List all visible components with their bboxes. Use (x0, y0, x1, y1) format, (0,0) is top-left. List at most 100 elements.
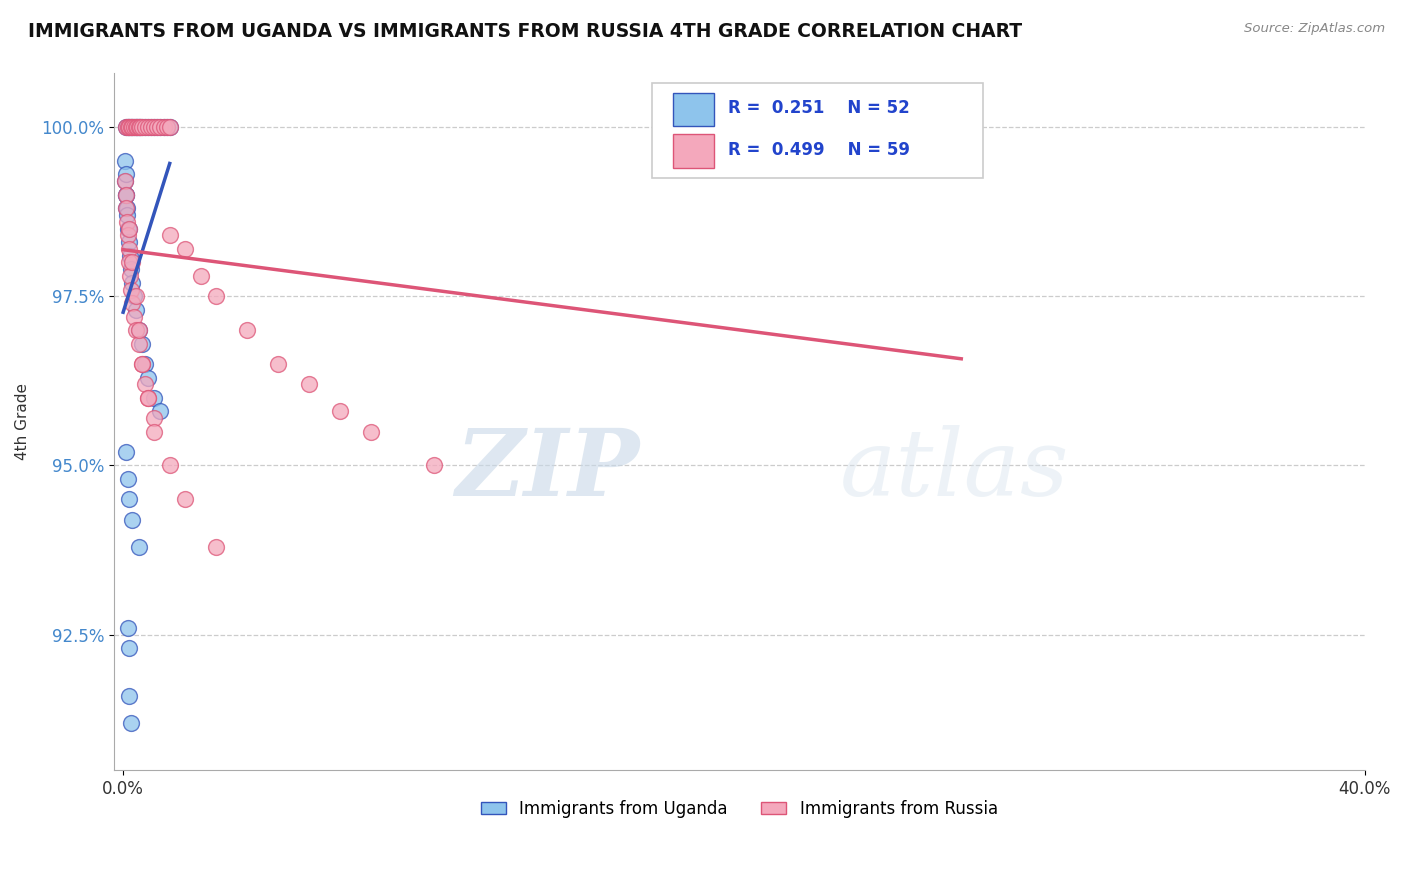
Immigrants from Uganda (120, 715, 142, 730)
Immigrants from Uganda (131, 336, 153, 351)
Immigrants from Uganda (152, 120, 174, 135)
Immigrants from Russia (124, 120, 146, 135)
Immigrants from Russia (143, 120, 166, 135)
Immigrants from Uganda (149, 404, 172, 418)
Immigrants from Russia (121, 296, 143, 310)
Immigrants from Uganda (136, 120, 159, 135)
Immigrants from Uganda (118, 641, 141, 656)
Legend: Immigrants from Uganda, Immigrants from Russia: Immigrants from Uganda, Immigrants from … (474, 793, 1004, 824)
Immigrants from Russia (117, 228, 139, 243)
Immigrants from Russia (143, 411, 166, 425)
Immigrants from Russia (118, 242, 141, 256)
Immigrants from Uganda (117, 621, 139, 635)
Text: IMMIGRANTS FROM UGANDA VS IMMIGRANTS FROM RUSSIA 4TH GRADE CORRELATION CHART: IMMIGRANTS FROM UGANDA VS IMMIGRANTS FRO… (28, 22, 1022, 41)
Immigrants from Uganda (115, 187, 138, 202)
Immigrants from Russia (159, 458, 181, 473)
Immigrants from Uganda (124, 120, 146, 135)
Text: R =  0.251    N = 52: R = 0.251 N = 52 (728, 99, 910, 117)
Immigrants from Russia (121, 255, 143, 269)
Y-axis label: 4th Grade: 4th Grade (15, 383, 30, 460)
Immigrants from Uganda (128, 540, 150, 554)
Immigrants from Russia (136, 391, 159, 405)
Immigrants from Russia (114, 174, 136, 188)
Immigrants from Uganda (136, 370, 159, 384)
Immigrants from Russia (127, 120, 149, 135)
Immigrants from Uganda (114, 168, 136, 182)
Immigrants from Russia (329, 404, 352, 418)
Immigrants from Russia (139, 120, 162, 135)
Immigrants from Uganda (131, 120, 153, 135)
Immigrants from Uganda (115, 202, 138, 216)
Immigrants from Uganda (114, 153, 136, 168)
Immigrants from Russia (152, 120, 174, 135)
Bar (673, 93, 714, 126)
Immigrants from Russia (143, 425, 166, 439)
Immigrants from Russia (205, 540, 228, 554)
Immigrants from Uganda (122, 289, 145, 303)
Immigrants from Uganda (121, 513, 143, 527)
Immigrants from Russia (950, 120, 973, 135)
Immigrants from Russia (128, 323, 150, 337)
Immigrants from Russia (118, 268, 141, 283)
Immigrants from Russia (120, 120, 142, 135)
Immigrants from Russia (174, 492, 197, 507)
Immigrants from Russia (360, 425, 382, 439)
Immigrants from Russia (115, 215, 138, 229)
Immigrants from Russia (149, 120, 172, 135)
Immigrants from Uganda (134, 120, 156, 135)
Immigrants from Russia (115, 202, 138, 216)
Immigrants from Uganda (120, 262, 142, 277)
Immigrants from Uganda (124, 302, 146, 317)
Immigrants from Russia (118, 221, 141, 235)
Immigrants from Russia (115, 120, 138, 135)
Immigrants from Uganda (143, 391, 166, 405)
Immigrants from Uganda (121, 276, 143, 290)
Immigrants from Russia (174, 242, 197, 256)
Immigrants from Russia (122, 120, 145, 135)
Immigrants from Uganda (118, 221, 141, 235)
Immigrants from Russia (159, 228, 181, 243)
Immigrants from Uganda (117, 472, 139, 486)
Immigrants from Uganda (121, 120, 143, 135)
Immigrants from Russia (128, 120, 150, 135)
Immigrants from Russia (122, 310, 145, 324)
Immigrants from Russia (136, 391, 159, 405)
Immigrants from Uganda (134, 357, 156, 371)
Immigrants from Uganda (122, 120, 145, 135)
Immigrants from Russia (155, 120, 177, 135)
Text: Source: ZipAtlas.com: Source: ZipAtlas.com (1244, 22, 1385, 36)
Immigrants from Uganda (114, 187, 136, 202)
Text: atlas: atlas (839, 425, 1069, 516)
Immigrants from Russia (120, 283, 142, 297)
Immigrants from Uganda (159, 120, 181, 135)
Text: R =  0.499    N = 59: R = 0.499 N = 59 (728, 141, 910, 159)
Immigrants from Uganda (117, 120, 139, 135)
Immigrants from Uganda (143, 120, 166, 135)
Immigrants from Uganda (115, 445, 138, 459)
FancyBboxPatch shape (652, 84, 983, 178)
Immigrants from Russia (131, 120, 153, 135)
Immigrants from Russia (205, 289, 228, 303)
Immigrants from Uganda (115, 208, 138, 222)
Immigrants from Uganda (115, 120, 138, 135)
Immigrants from Russia (118, 120, 141, 135)
Immigrants from Russia (236, 323, 259, 337)
Immigrants from Uganda (146, 120, 169, 135)
Immigrants from Russia (146, 120, 169, 135)
Immigrants from Uganda (149, 120, 172, 135)
Immigrants from Uganda (155, 120, 177, 135)
Immigrants from Russia (114, 187, 136, 202)
Immigrants from Russia (128, 336, 150, 351)
Immigrants from Russia (134, 120, 156, 135)
Immigrants from Uganda (118, 689, 141, 703)
Immigrants from Russia (118, 255, 141, 269)
Text: ZIP: ZIP (456, 425, 640, 516)
Immigrants from Russia (117, 120, 139, 135)
Immigrants from Uganda (114, 174, 136, 188)
Immigrants from Russia (131, 357, 153, 371)
Immigrants from Russia (134, 377, 156, 392)
Immigrants from Uganda (139, 120, 162, 135)
Immigrants from Russia (129, 120, 152, 135)
Immigrants from Uganda (117, 221, 139, 235)
Immigrants from Russia (159, 120, 181, 135)
